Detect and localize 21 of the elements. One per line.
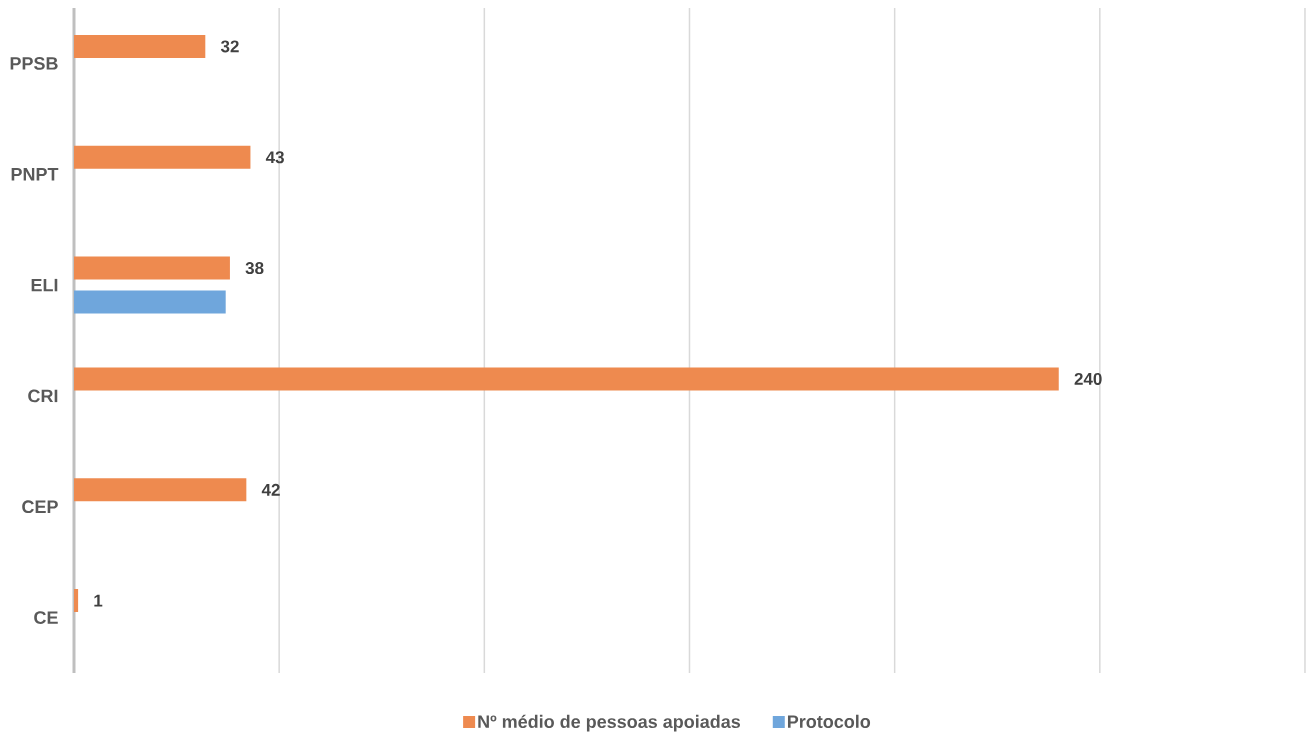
y-tick-label: PNPT bbox=[11, 168, 59, 181]
y-tick-label: CEP bbox=[22, 500, 58, 514]
data-label: 240 bbox=[1074, 372, 1102, 385]
y-tick-label: CRI bbox=[28, 389, 58, 403]
data-label: 38 bbox=[245, 262, 264, 275]
bar bbox=[74, 256, 230, 280]
bar bbox=[74, 145, 251, 169]
bar bbox=[74, 290, 226, 314]
legend-label: Nº médio de pessoas apoiadas bbox=[478, 714, 741, 732]
bar bbox=[74, 34, 206, 58]
legend-label: Protocolo bbox=[787, 714, 871, 728]
bar bbox=[74, 589, 79, 613]
y-tick-label: CE bbox=[34, 611, 58, 624]
y-tick-label: ELI bbox=[31, 278, 58, 292]
data-label: 1 bbox=[94, 594, 103, 607]
bar bbox=[74, 478, 247, 502]
data-label: 42 bbox=[261, 483, 280, 496]
bar bbox=[74, 367, 1059, 391]
y-tick-label: PPSB bbox=[10, 57, 58, 70]
data-label: 32 bbox=[220, 40, 239, 53]
data-label: 43 bbox=[265, 151, 284, 164]
